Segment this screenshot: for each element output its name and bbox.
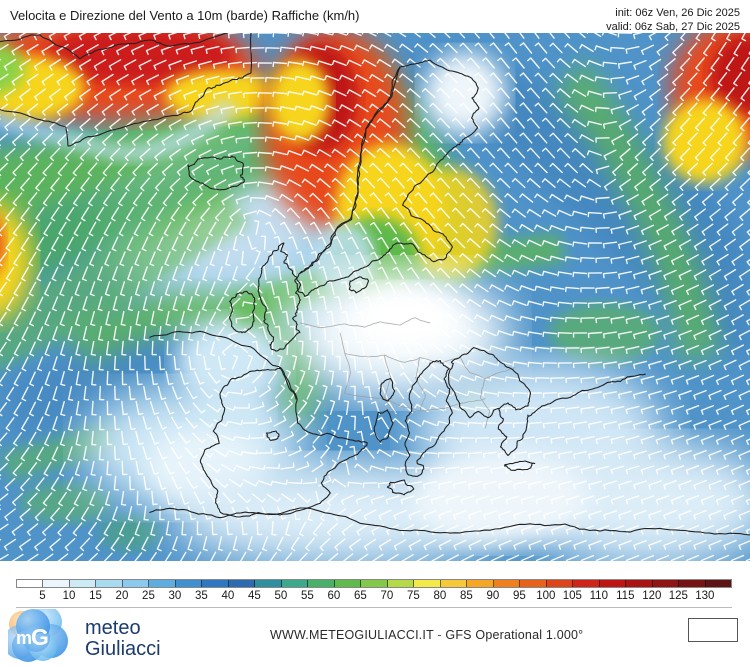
svg-text:G: G bbox=[31, 624, 49, 650]
svg-text:m: m bbox=[16, 628, 32, 648]
